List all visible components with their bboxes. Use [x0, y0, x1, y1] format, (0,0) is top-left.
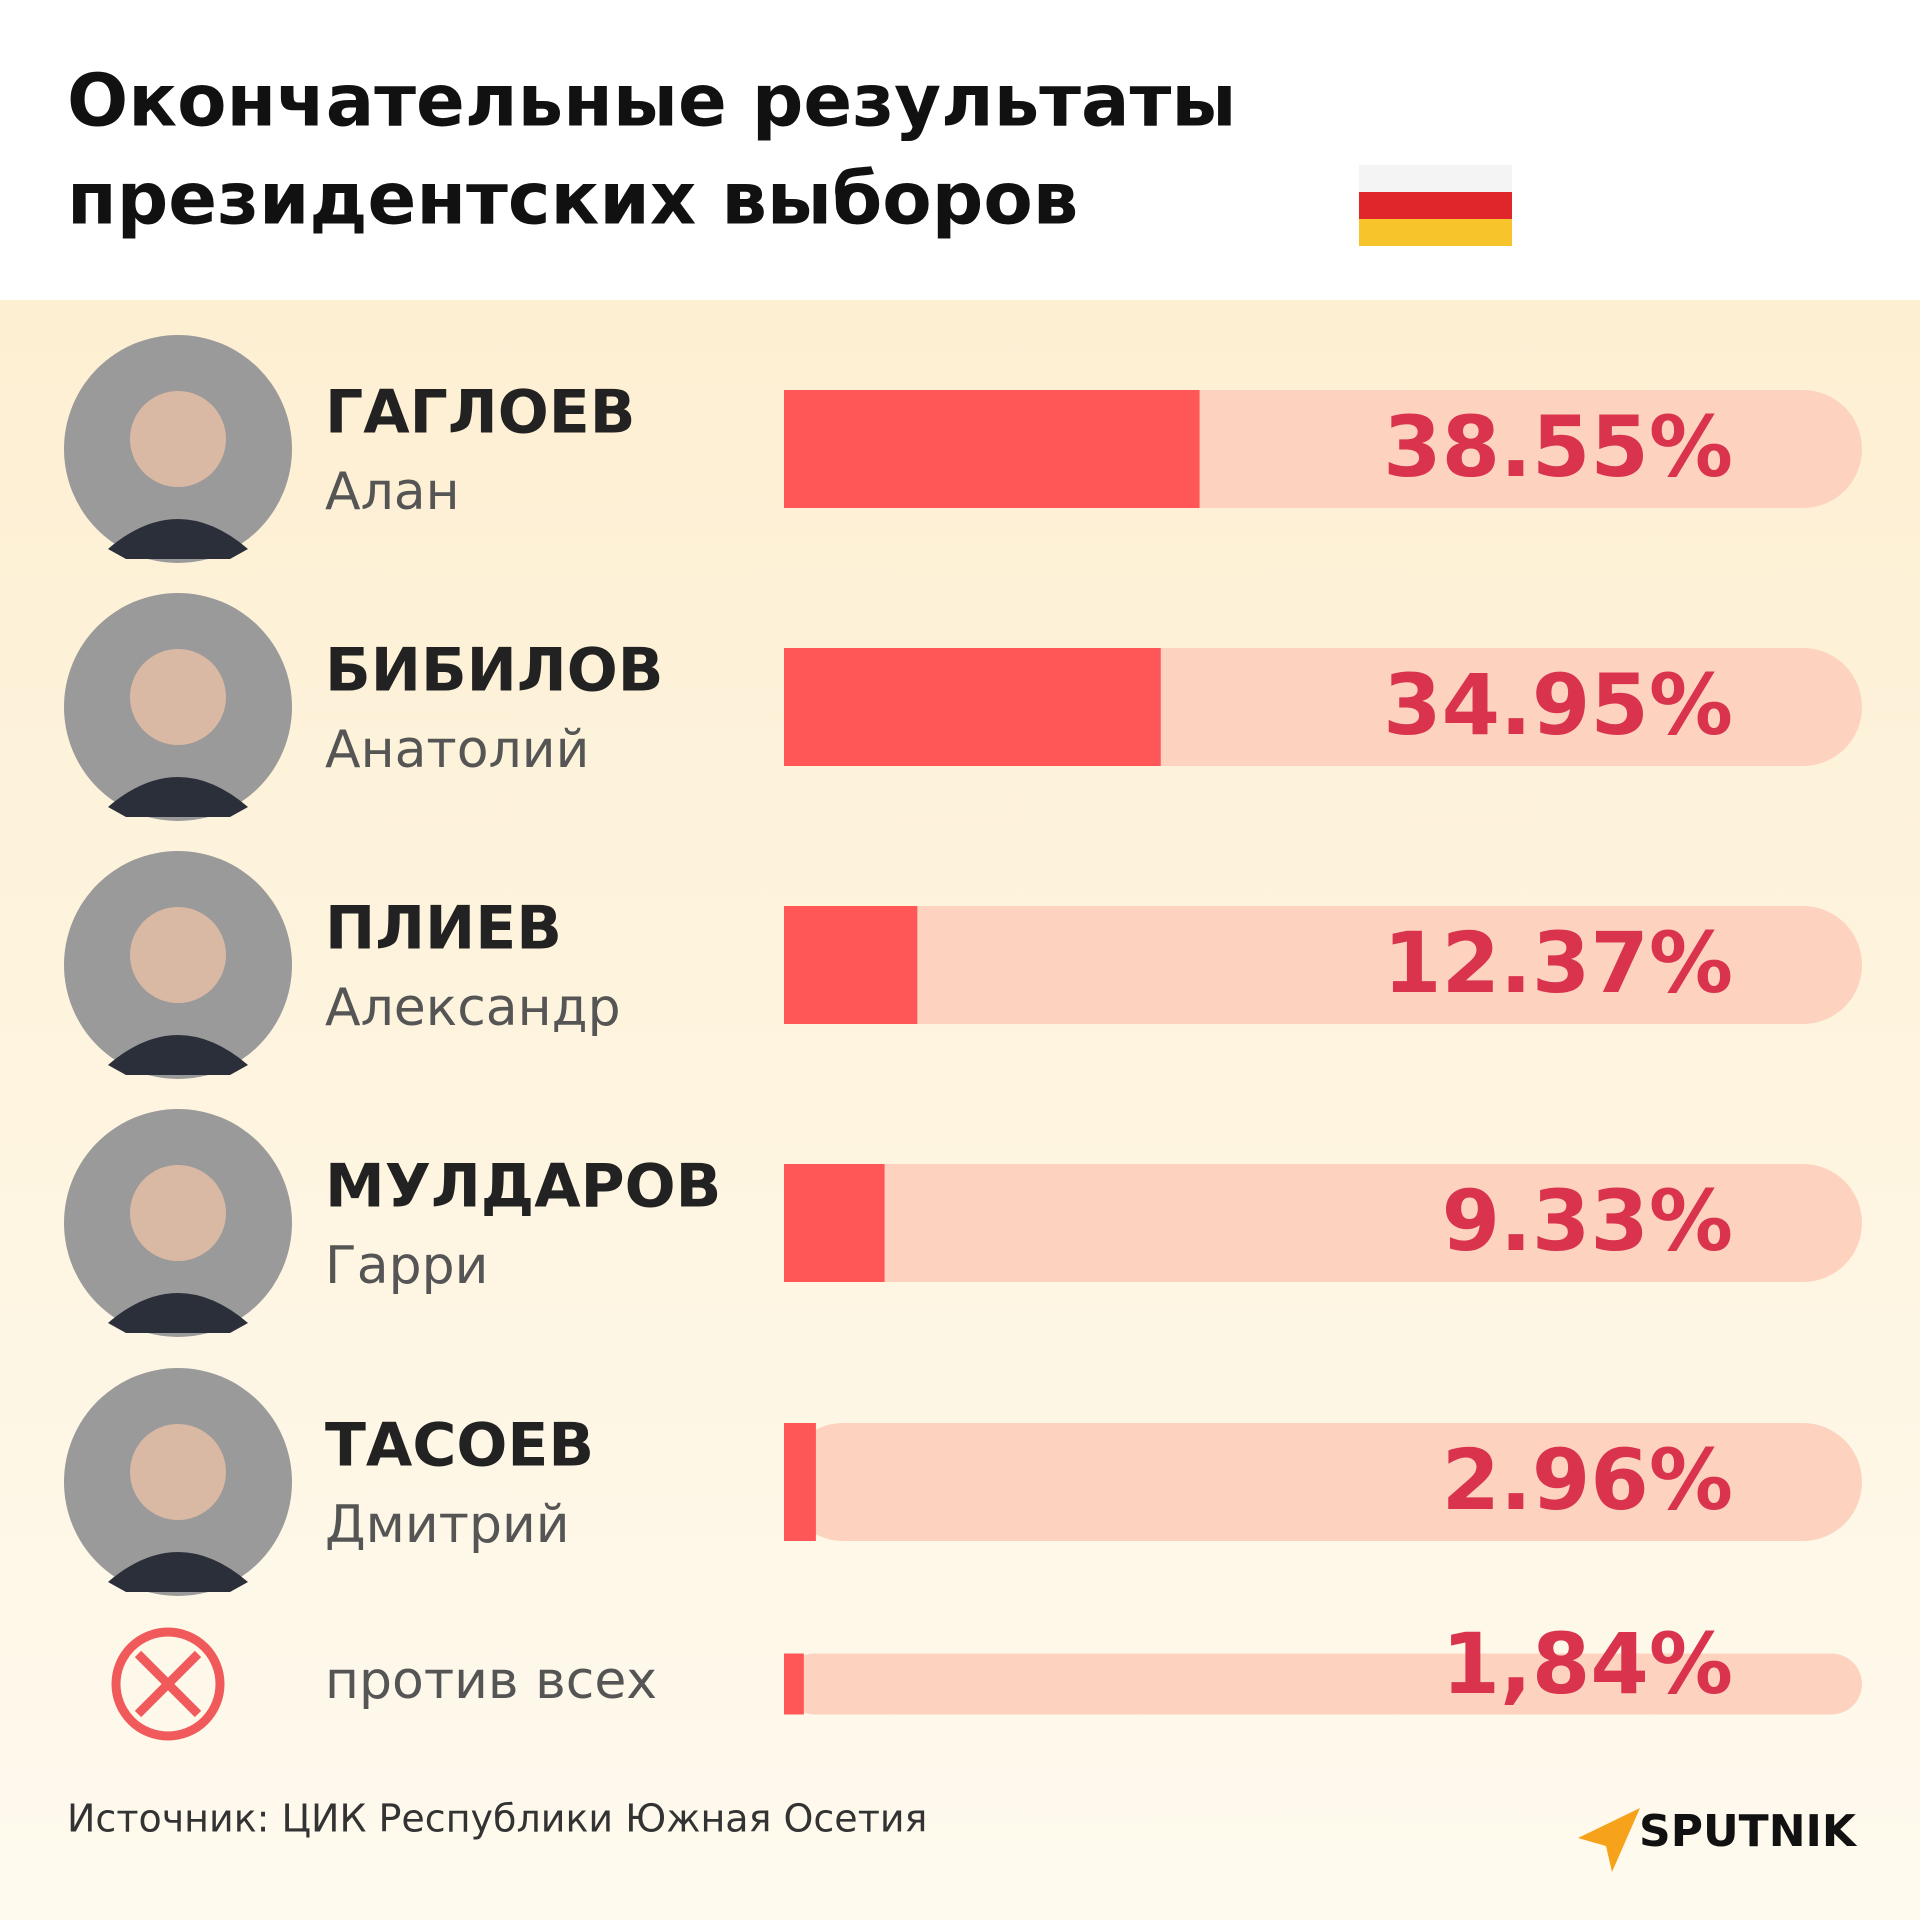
against-cross: [134, 1650, 202, 1718]
first-name: Гарри: [325, 1236, 488, 1296]
logo-text: SPUTNIK: [1639, 1806, 1858, 1857]
header-bg: [0, 0, 1920, 300]
photo-face: [130, 1424, 226, 1520]
surname: МУЛДАРОВ: [325, 1152, 721, 1222]
value-label: 34.95%: [1383, 656, 1733, 754]
photo-suit: [108, 777, 248, 817]
bar-track: [784, 1164, 1862, 1282]
photo-suit: [108, 1035, 248, 1075]
photo-face: [130, 391, 226, 487]
bar: [784, 390, 1200, 508]
value-label: 9.33%: [1442, 1172, 1733, 1270]
surname: ТАСОЕВ: [325, 1411, 594, 1481]
chart-title: президентских выборов: [67, 157, 1078, 241]
chart-title: Окончательные результаты: [67, 59, 1236, 143]
flag: [1359, 165, 1512, 246]
category-label: против всех: [325, 1651, 657, 1711]
value-label: 1,84%: [1442, 1615, 1733, 1713]
photo-face: [130, 649, 226, 745]
first-name: Анатолий: [325, 720, 589, 780]
first-name: Алан: [325, 462, 460, 522]
photo-suit: [108, 1293, 248, 1333]
bar-track: [784, 906, 1862, 1024]
surname: ГАГЛОЕВ: [325, 378, 635, 448]
value-label: 12.37%: [1383, 914, 1733, 1012]
bar: [784, 1164, 885, 1282]
value-label: 38.55%: [1383, 398, 1733, 496]
bar-track: [784, 1423, 1862, 1541]
surname: БИБИЛОВ: [325, 636, 663, 706]
surname: ПЛИЕВ: [325, 894, 562, 964]
against-icon: [111, 1627, 225, 1741]
photo-face: [130, 1165, 226, 1261]
first-name: Александр: [325, 978, 621, 1038]
body-bg: [0, 300, 1920, 1920]
bar: [784, 906, 918, 1024]
value-label: 2.96%: [1442, 1431, 1733, 1529]
photo-suit: [108, 519, 248, 559]
source: Источник: ЦИК Республики Южная Осетия: [67, 1797, 927, 1841]
bar: [784, 1423, 816, 1541]
first-name: Дмитрий: [325, 1495, 570, 1555]
bar: [784, 648, 1161, 766]
bar: [784, 1653, 804, 1715]
photo-suit: [108, 1552, 248, 1592]
logo: SPUTNIK: [1578, 1806, 1858, 1872]
bar-track: [784, 1653, 1862, 1715]
photo-face: [130, 907, 226, 1003]
